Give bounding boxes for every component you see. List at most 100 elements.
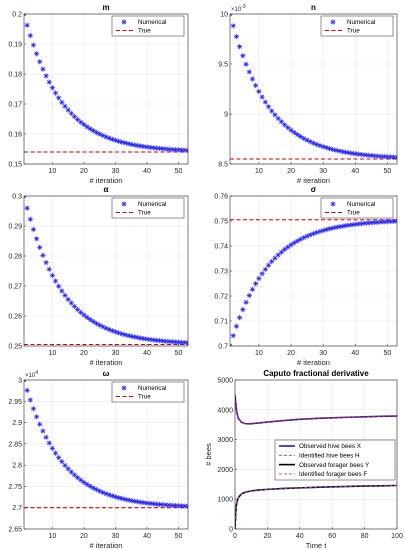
y-axis-label: # bees: [204, 443, 213, 466]
numerical-marker: [230, 333, 236, 339]
numerical-marker: [34, 51, 40, 57]
x-tick-label: 80: [361, 533, 369, 540]
chart-title: n: [311, 3, 316, 12]
x-tick-label: 10: [255, 350, 263, 357]
numerical-marker: [71, 303, 78, 309]
numerical-marker: [185, 503, 188, 509]
legend-label-numerical: Numerical: [347, 201, 375, 208]
numerical-marker: [281, 246, 288, 253]
numerical-marker: [37, 59, 43, 65]
legend-label-numerical: Numerical: [138, 19, 166, 26]
x-tick-label: 0: [233, 533, 237, 540]
legend: Numerical True: [111, 15, 185, 37]
legend: Observed hive bees X Identified hive bees…: [274, 439, 396, 481]
y-tick-label: 9.5: [218, 62, 228, 69]
legend-label-1: Identified hive bees H: [299, 453, 360, 460]
numerical-marker: [365, 220, 371, 226]
numerical-marker: [125, 497, 131, 503]
chart-panel-2: 10 20 30 40 50 0.25 0.26 0.27 0.28 0.29 0.3 α # iter…: [8, 185, 189, 367]
numerical-marker: [243, 299, 249, 305]
legend-label-0: Observed hive bees X: [299, 443, 362, 450]
numerical-marker: [30, 406, 37, 412]
chart-panel-5: 0 20 40 60 80 100010002000300040005000Caputo …: [204, 369, 403, 550]
numerical-marker: [333, 147, 339, 153]
numerical-marker: [24, 387, 30, 394]
x-tick-label: 30: [112, 350, 120, 357]
numerical-marker: [34, 236, 40, 242]
y-tick-label: 2.7: [12, 505, 22, 512]
numerical-marker: [81, 312, 87, 318]
numerical-marker: [249, 76, 256, 82]
numerical-marker: [272, 255, 278, 261]
exponent-base: ×10: [25, 373, 36, 379]
numerical-marker: [68, 300, 74, 306]
x-tick-label: 50: [175, 168, 183, 175]
plot-area: [24, 14, 188, 164]
numerical-marker: [138, 335, 144, 341]
y-tick-label: 0.3: [12, 194, 22, 201]
x-tick-label: 40: [351, 168, 359, 175]
numerical-marker: [294, 132, 301, 138]
data-layer: [24, 14, 188, 153]
y-tick-label: 2.65: [8, 527, 22, 534]
y-tick-label: 0.16: [8, 132, 22, 139]
numerical-marker: [122, 496, 128, 502]
numerical-marker: [40, 428, 46, 434]
chart-panel-4: 10 20 30 40 50 2.65 2.7 2.75 2.8 2.85 2.9 2.95 3×104…: [8, 369, 189, 550]
axes-frame: [234, 379, 398, 530]
numerical-marker: [320, 227, 326, 234]
numerical-marker: [75, 475, 81, 481]
numerical-marker: [285, 125, 291, 131]
series-line-1: [235, 394, 397, 425]
numerical-marker: [49, 272, 55, 278]
numerical-marker: [116, 495, 122, 501]
legend-marker-numerical: [121, 201, 127, 207]
chart-panel-3: 10 20 30 40 50 0.7 0.71 0.72 0.73 0.74 0.75 0.76 σ # …: [214, 185, 398, 367]
numerical-marker: [65, 107, 71, 113]
x-tick-label: 50: [175, 533, 183, 540]
data-layer: [230, 14, 397, 160]
legend-label-true: True: [347, 210, 360, 217]
y-tick-label: 0.29: [8, 224, 22, 231]
numerical-marker: [243, 61, 249, 67]
numerical-marker: [275, 252, 281, 258]
y-tick-label: 0.19: [8, 42, 22, 49]
numerical-marker: [269, 108, 275, 114]
x-tick-label: 40: [143, 168, 151, 175]
legend: Numerical True: [320, 15, 394, 37]
y-tick-label: 0.75: [214, 219, 228, 226]
x-tick-label: 20: [287, 350, 295, 357]
x-tick-label: 20: [80, 350, 88, 357]
numerical-marker: [37, 244, 43, 251]
y-tick-label: 0.17: [8, 102, 22, 109]
exponent-power: -3: [241, 4, 246, 10]
numerical-marker: [27, 32, 33, 39]
y-tick-label: 1000: [217, 497, 233, 504]
legend-label-true: True: [347, 28, 360, 35]
legend-label-numerical: Numerical: [138, 385, 166, 392]
x-tick-label: 10: [48, 168, 56, 175]
numerical-marker: [59, 288, 65, 294]
numerical-marker: [62, 462, 68, 469]
y-tick-label: 0.28: [8, 254, 22, 261]
data-layer: [24, 380, 188, 509]
numerical-marker: [65, 296, 71, 302]
legend-label-numerical: Numerical: [138, 201, 166, 208]
series-line-2: [235, 484, 397, 529]
legend-marker-numerical: [330, 19, 336, 25]
x-axis-label: Time t: [306, 541, 327, 550]
y-tick-label: 2.8: [12, 463, 22, 470]
x-axis-label: # iteration: [297, 176, 330, 185]
y-tick-label: 0: [229, 527, 233, 534]
numerical-marker: [125, 332, 131, 339]
y-tick-label: 0.27: [8, 284, 22, 291]
y-tick-label: 9: [224, 112, 228, 119]
y-tick-label: 0.2: [12, 12, 22, 19]
y-tick-label: 0.73: [214, 269, 228, 276]
x-axis-label: # iteration: [90, 541, 123, 550]
y-tick-label: 0.72: [214, 294, 228, 301]
y-tick-label: 10: [220, 12, 228, 19]
legend-label-numerical: Numerical: [347, 19, 375, 26]
numerical-marker: [43, 73, 49, 79]
